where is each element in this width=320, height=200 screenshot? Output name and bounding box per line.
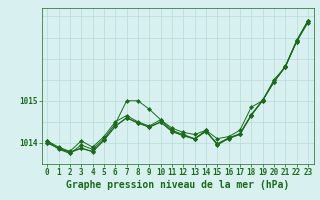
X-axis label: Graphe pression niveau de la mer (hPa): Graphe pression niveau de la mer (hPa)	[66, 180, 289, 190]
